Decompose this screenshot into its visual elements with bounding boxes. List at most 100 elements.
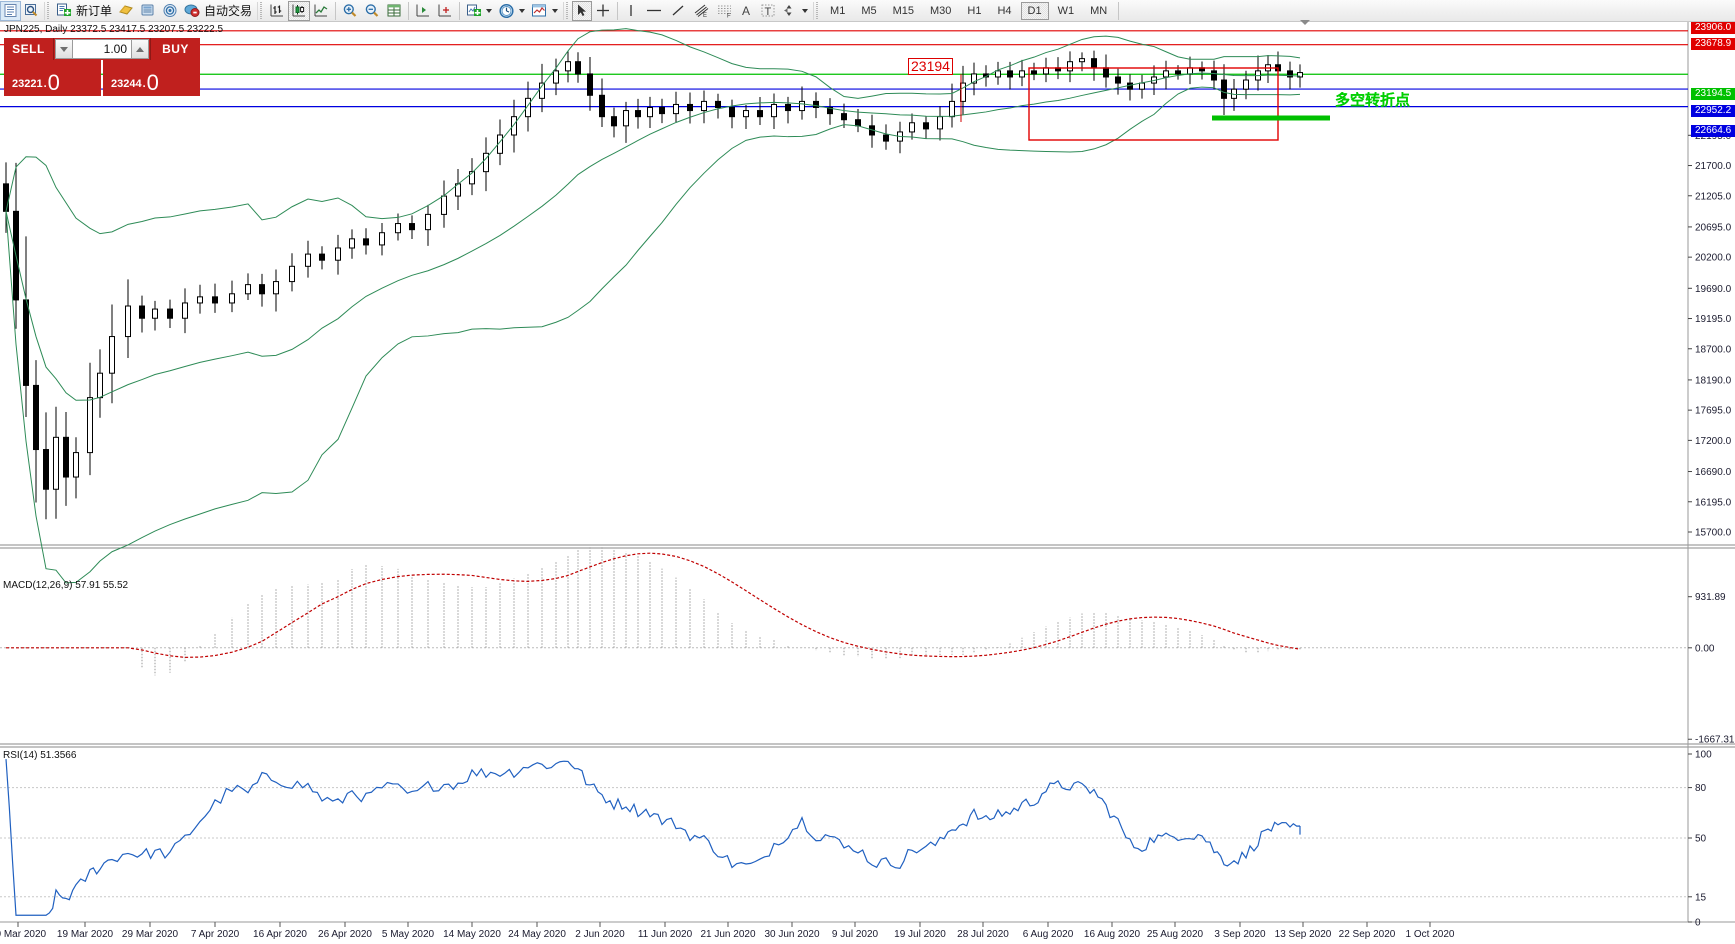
horizontal-line-tool-icon[interactable]: [641, 1, 667, 21]
price-tag-23194-5: 23194.5: [1691, 88, 1735, 100]
crosshair-tool-icon[interactable]: [592, 1, 614, 21]
timeframe-d1[interactable]: D1: [1020, 1, 1049, 20]
rsi-axis-tick-label: 50: [1695, 834, 1707, 845]
y-axis-tick-label: 18700.0: [1695, 344, 1732, 355]
zoom-in-icon[interactable]: [339, 1, 361, 21]
zoom-out-icon[interactable]: [361, 1, 383, 21]
arrows-tool-icon[interactable]: [779, 1, 801, 21]
equidistant-channel-tool-icon[interactable]: E: [689, 1, 713, 21]
new-order-label[interactable]: 新订单: [76, 4, 113, 18]
timeframe-h1[interactable]: H1: [967, 4, 982, 17]
one-click-trading-panel[interactable]: SELL 1.00 BUY 23221 . 0 23244 . 0: [4, 38, 200, 96]
one-click-trading-price-row: 23221 . 0 23244 . 0: [4, 60, 200, 96]
trendline-tool-icon[interactable]: [667, 1, 689, 21]
x-axis-tick-label: 19 Jul 2020: [894, 929, 946, 940]
sell-price-fraction: 0: [47, 70, 60, 96]
candlestick-chart-icon[interactable]: [288, 0, 311, 21]
toolbar-separator: [44, 1, 51, 20]
price-tag-23678-9: 23678.9: [1691, 38, 1735, 50]
macd-series: [6, 546, 1301, 676]
templates-icon[interactable]: [528, 1, 551, 21]
toolbar-separator-2: [257, 1, 265, 20]
y-axis-tick-label: 17200.0: [1695, 436, 1732, 447]
consolidation-rectangle: [1028, 67, 1279, 141]
x-axis-tick-label: 6 Aug 2020: [1023, 929, 1074, 940]
arrows-dropdown-icon[interactable]: [802, 8, 809, 13]
x-axis-tick-label: 11 Jun 2020: [638, 929, 693, 940]
y-axis-tick-label: 19195.0: [1695, 314, 1732, 325]
x-axis-tick-label: 5 May 2020: [382, 929, 435, 940]
line-chart-icon[interactable]: [310, 1, 332, 21]
timeframe-w1[interactable]: W1: [1057, 4, 1075, 17]
sell-price-dot: .: [43, 78, 47, 90]
chart-shift-marker-icon[interactable]: [1300, 20, 1310, 25]
data-grid-icon[interactable]: [383, 1, 405, 21]
templates-dropdown-icon[interactable]: [552, 8, 559, 13]
y-axis-tick-label: 17695.0: [1695, 406, 1732, 417]
terminal-icon[interactable]: [137, 1, 159, 21]
fibonacci-retracement-tool-icon[interactable]: F: [713, 1, 737, 21]
volume-stepper[interactable]: 1.00: [54, 38, 150, 60]
signals-icon[interactable]: [159, 1, 181, 21]
period-dropdown-icon[interactable]: [519, 8, 526, 13]
y-axis-tick-label: 20200.0: [1695, 253, 1732, 264]
volume-decrement-button[interactable]: [55, 39, 73, 59]
x-axis-tick-label: 3 Sep 2020: [1214, 929, 1266, 940]
market-watch-icon[interactable]: [0, 0, 21, 21]
price-tag-22664-6: 22664.6: [1691, 125, 1735, 137]
vertical-line-tool-icon[interactable]: [621, 1, 641, 21]
auto-scroll-icon[interactable]: [434, 1, 456, 21]
y-axis-tick-label: 16690.0: [1695, 467, 1732, 478]
bollinger-bands: [5, 28, 1301, 584]
chart-area[interactable]: 22195.021700.021205.020695.020200.019690…: [0, 22, 1735, 944]
svg-text:F: F: [727, 14, 731, 19]
rsi-axis-tick-label: 0: [1695, 918, 1701, 929]
annotation-pivot-note: 多空转折点: [1335, 91, 1411, 109]
toolbar-separator-4: [813, 1, 821, 20]
timeframe-mn[interactable]: MN: [1090, 4, 1108, 17]
timeframe-m30[interactable]: M30: [930, 4, 952, 17]
toolbar-divider-2: [408, 1, 410, 20]
one-click-trading-top-row: SELL 1.00 BUY: [4, 38, 200, 60]
svg-text:E: E: [703, 13, 707, 18]
toolbar-divider-4: [617, 1, 619, 20]
timeframe-m15[interactable]: M15: [892, 4, 914, 17]
annotation-price-box[interactable]: 23194: [908, 58, 953, 75]
sell-price-display[interactable]: 23221 . 0: [4, 60, 101, 96]
data-window-icon[interactable]: [21, 1, 42, 21]
timeframe-m5[interactable]: M5: [861, 4, 877, 17]
volume-input[interactable]: 1.00: [73, 39, 131, 59]
x-axis-tick-label: 25 Aug 2020: [1147, 929, 1204, 940]
period-clock-icon[interactable]: [495, 1, 518, 21]
timeframe-m1[interactable]: M1: [830, 4, 846, 17]
expert-advisors-icon[interactable]: [115, 1, 137, 21]
macd-axis-tick-label: 0.00: [1695, 643, 1715, 654]
text-tool-icon[interactable]: A: [737, 1, 757, 21]
text-label-tool-icon[interactable]: T: [757, 1, 779, 21]
autotrading-icon[interactable]: [181, 1, 203, 21]
add-indicator-dropdown-icon[interactable]: [486, 8, 493, 13]
timeframe-h4[interactable]: H4: [997, 4, 1012, 17]
sell-button[interactable]: SELL: [4, 38, 54, 60]
cursor-tool-icon[interactable]: [572, 0, 593, 21]
x-axis-tick-label: 21 Jun 2020: [700, 929, 755, 940]
y-axis-tick-label: 19690.0: [1695, 284, 1732, 295]
x-axis-tick-label: 29 Mar 2020: [122, 929, 179, 940]
bar-chart-icon[interactable]: [266, 1, 288, 21]
x-axis-tick-label: 2 Jun 2020: [575, 929, 625, 940]
buy-price-fraction: 0: [146, 70, 159, 96]
buy-button[interactable]: BUY: [150, 38, 200, 60]
new-order-icon[interactable]: [53, 1, 75, 21]
add-indicator-icon[interactable]: [463, 1, 485, 21]
x-axis-tick-label: 1 Oct 2020: [1406, 929, 1455, 940]
rsi-indicator-label: RSI(14) 51.3566: [3, 750, 77, 761]
x-axis-tick-label: 10 Mar 2020: [0, 929, 47, 940]
buy-price-display[interactable]: 23244 . 0: [103, 60, 200, 96]
x-axis-tick-label: 13 Sep 2020: [1275, 929, 1332, 940]
chart-canvas[interactable]: 22195.021700.021205.020695.020200.019690…: [0, 22, 1735, 944]
y-axis-tick-label: 20695.0: [1695, 222, 1732, 233]
shift-end-of-chart-icon[interactable]: [412, 1, 434, 21]
auto-trading-label[interactable]: 自动交易: [204, 4, 253, 18]
volume-increment-button[interactable]: [131, 39, 149, 59]
price-tag-23906-0: 23906.0: [1691, 22, 1735, 34]
